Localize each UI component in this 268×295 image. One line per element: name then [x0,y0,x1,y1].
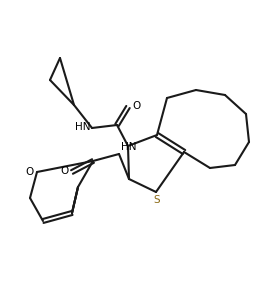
Text: O: O [132,101,140,111]
Text: S: S [154,195,160,205]
Text: O: O [26,167,34,177]
Text: HN: HN [121,142,136,152]
Text: HN: HN [76,122,91,132]
Text: O: O [61,166,69,176]
